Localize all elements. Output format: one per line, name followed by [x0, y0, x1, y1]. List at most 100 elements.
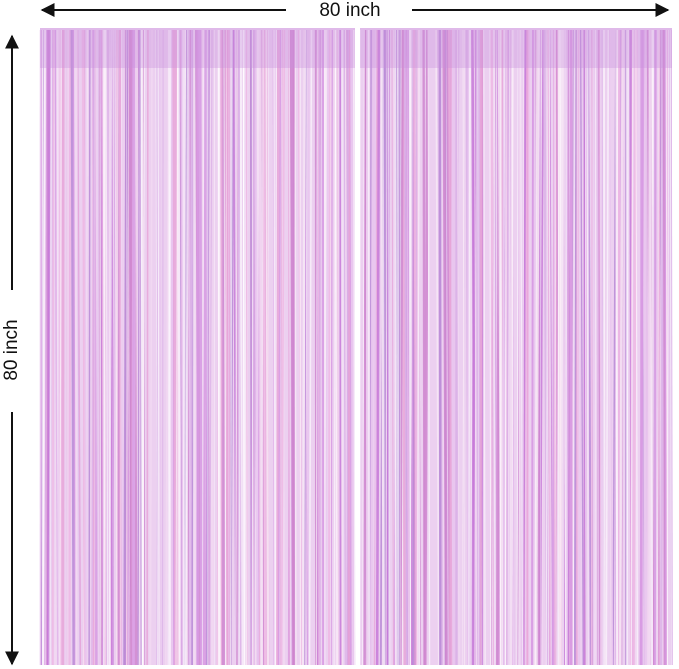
strand — [253, 29, 259, 666]
highlight — [368, 29, 370, 666]
highlight — [489, 29, 492, 666]
strand — [77, 29, 82, 666]
highlight — [168, 29, 172, 666]
strand — [456, 29, 460, 666]
header-band — [360, 28, 672, 68]
height-label: 80 inch — [1, 319, 22, 380]
strand — [209, 29, 213, 666]
strand — [587, 29, 592, 666]
strand — [306, 29, 310, 666]
curtain — [39, 28, 356, 666]
strand — [593, 29, 596, 666]
strand — [317, 29, 320, 666]
strand — [369, 29, 375, 666]
strand — [363, 29, 367, 666]
strand — [288, 29, 292, 666]
highlight — [554, 29, 557, 666]
strand — [618, 29, 624, 666]
strand — [72, 29, 76, 666]
highlight — [615, 29, 619, 666]
strand — [391, 29, 394, 666]
highlight — [352, 29, 356, 666]
highlight — [416, 29, 420, 666]
strand — [301, 29, 306, 666]
strand — [294, 29, 297, 666]
highlight — [504, 29, 507, 666]
highlight — [602, 29, 606, 666]
highlight — [669, 29, 672, 666]
strand — [228, 29, 231, 666]
highlight — [630, 29, 634, 666]
highlight — [315, 29, 319, 666]
strand — [88, 29, 91, 666]
highlight — [394, 29, 397, 666]
strand — [448, 29, 452, 666]
strand — [435, 29, 440, 666]
curtains — [39, 28, 673, 666]
strand — [506, 29, 509, 666]
strand — [590, 29, 593, 666]
strand — [280, 29, 286, 666]
strand — [148, 29, 150, 666]
highlight — [49, 29, 53, 666]
strand — [349, 29, 356, 666]
strand — [573, 29, 577, 666]
highlight — [427, 29, 431, 666]
strand — [279, 29, 283, 666]
strand — [399, 29, 404, 666]
strand — [258, 29, 264, 666]
strand — [162, 29, 164, 666]
strand — [579, 29, 584, 666]
highlight — [99, 29, 102, 666]
highlight — [584, 29, 587, 666]
strand — [598, 29, 602, 666]
highlight — [516, 29, 519, 666]
strand — [466, 29, 470, 666]
highlight — [605, 29, 609, 666]
strand — [101, 29, 104, 666]
highlight — [470, 29, 472, 666]
strand — [330, 29, 333, 666]
strand — [96, 29, 100, 666]
width-label: 80 inch — [319, 0, 380, 21]
strand — [198, 29, 203, 666]
strand — [372, 29, 378, 666]
strand — [261, 29, 264, 666]
strand — [578, 29, 584, 666]
highlight — [274, 29, 277, 666]
highlight — [557, 29, 560, 666]
highlight — [665, 29, 668, 666]
highlight — [482, 29, 486, 666]
highlight — [175, 29, 179, 666]
highlight — [185, 29, 189, 666]
strand — [380, 29, 385, 666]
strand — [461, 29, 465, 666]
strand — [118, 29, 122, 666]
highlight — [308, 29, 313, 666]
highlight — [333, 29, 337, 666]
highlight — [499, 29, 502, 666]
strand — [596, 29, 600, 666]
highlight — [182, 29, 185, 666]
curtain — [359, 28, 673, 666]
highlight — [382, 29, 385, 666]
strand — [342, 29, 347, 666]
strand — [403, 29, 408, 666]
highlight — [535, 29, 537, 666]
highlight — [635, 29, 639, 666]
strand — [75, 29, 78, 666]
strand — [265, 29, 269, 666]
strand — [659, 29, 665, 666]
highlight — [217, 29, 220, 666]
strand — [664, 29, 667, 666]
strand — [246, 29, 251, 666]
highlight — [267, 29, 270, 666]
strand — [522, 29, 527, 666]
strand — [566, 29, 569, 666]
strand — [149, 29, 153, 666]
strand — [473, 29, 478, 666]
highlight — [477, 29, 480, 666]
strand — [146, 29, 149, 666]
highlight — [330, 29, 332, 666]
strand — [140, 29, 142, 666]
